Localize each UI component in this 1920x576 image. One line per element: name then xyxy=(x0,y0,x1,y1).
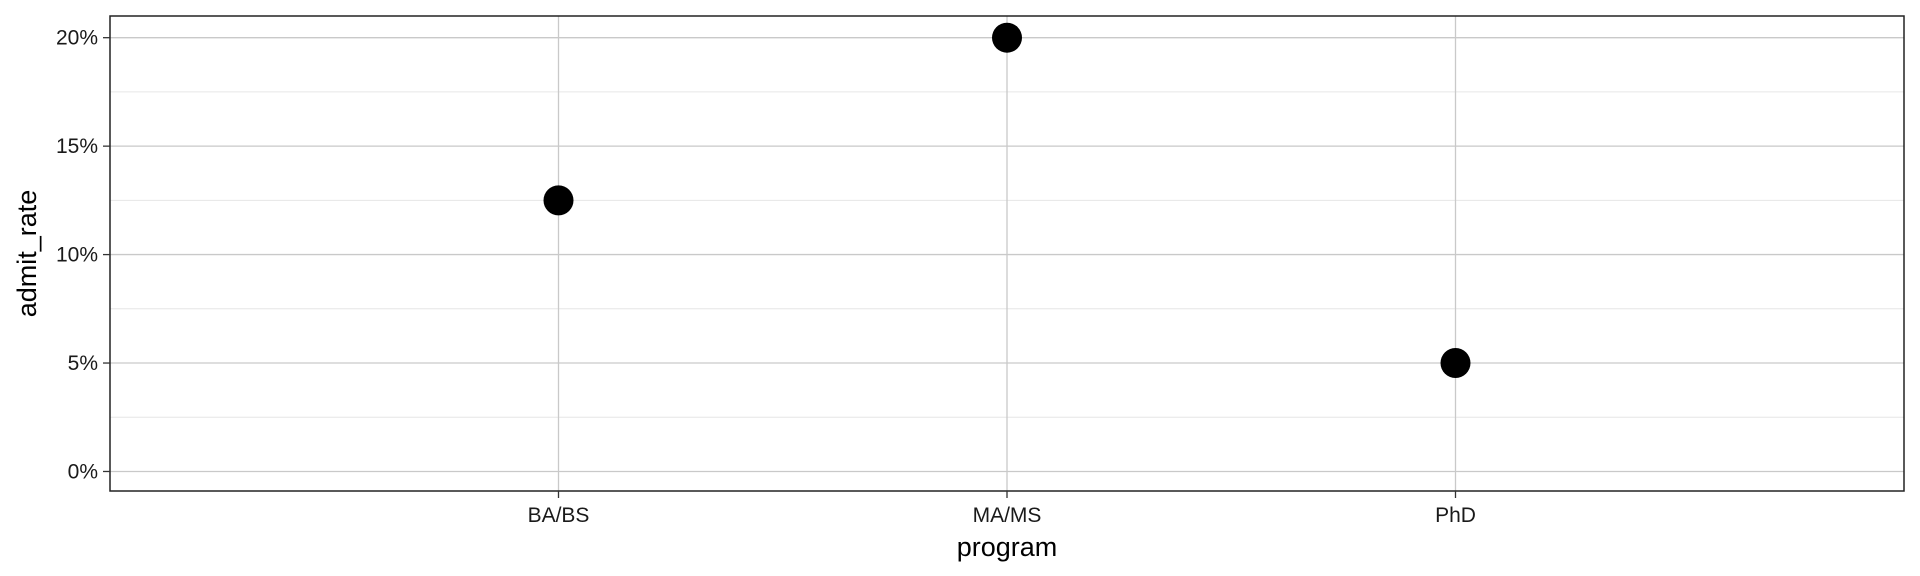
data-points xyxy=(543,22,1471,379)
data-point-phd xyxy=(1440,348,1471,379)
data-point-ma-ms xyxy=(992,22,1022,53)
y-tick-label: 20% xyxy=(56,27,98,50)
y-tick-label: 15% xyxy=(56,135,98,158)
grid-layer xyxy=(110,16,1904,491)
x-tick-label: BA/BS xyxy=(528,504,590,527)
x-tick-label: MA/MS xyxy=(973,504,1042,527)
x-tick-label: PhD xyxy=(1435,504,1476,527)
x-axis-title: program xyxy=(957,532,1058,562)
y-tick-label: 10% xyxy=(56,244,98,267)
data-point-ba-bs xyxy=(543,185,574,216)
axes: 0% 5% 10% 15% 20% BA/BS MA/MS PhD xyxy=(56,27,1476,527)
y-tick-label: 0% xyxy=(68,460,98,483)
y-axis-title: admit_rate xyxy=(12,190,42,318)
y-tick-label: 5% xyxy=(68,352,98,375)
